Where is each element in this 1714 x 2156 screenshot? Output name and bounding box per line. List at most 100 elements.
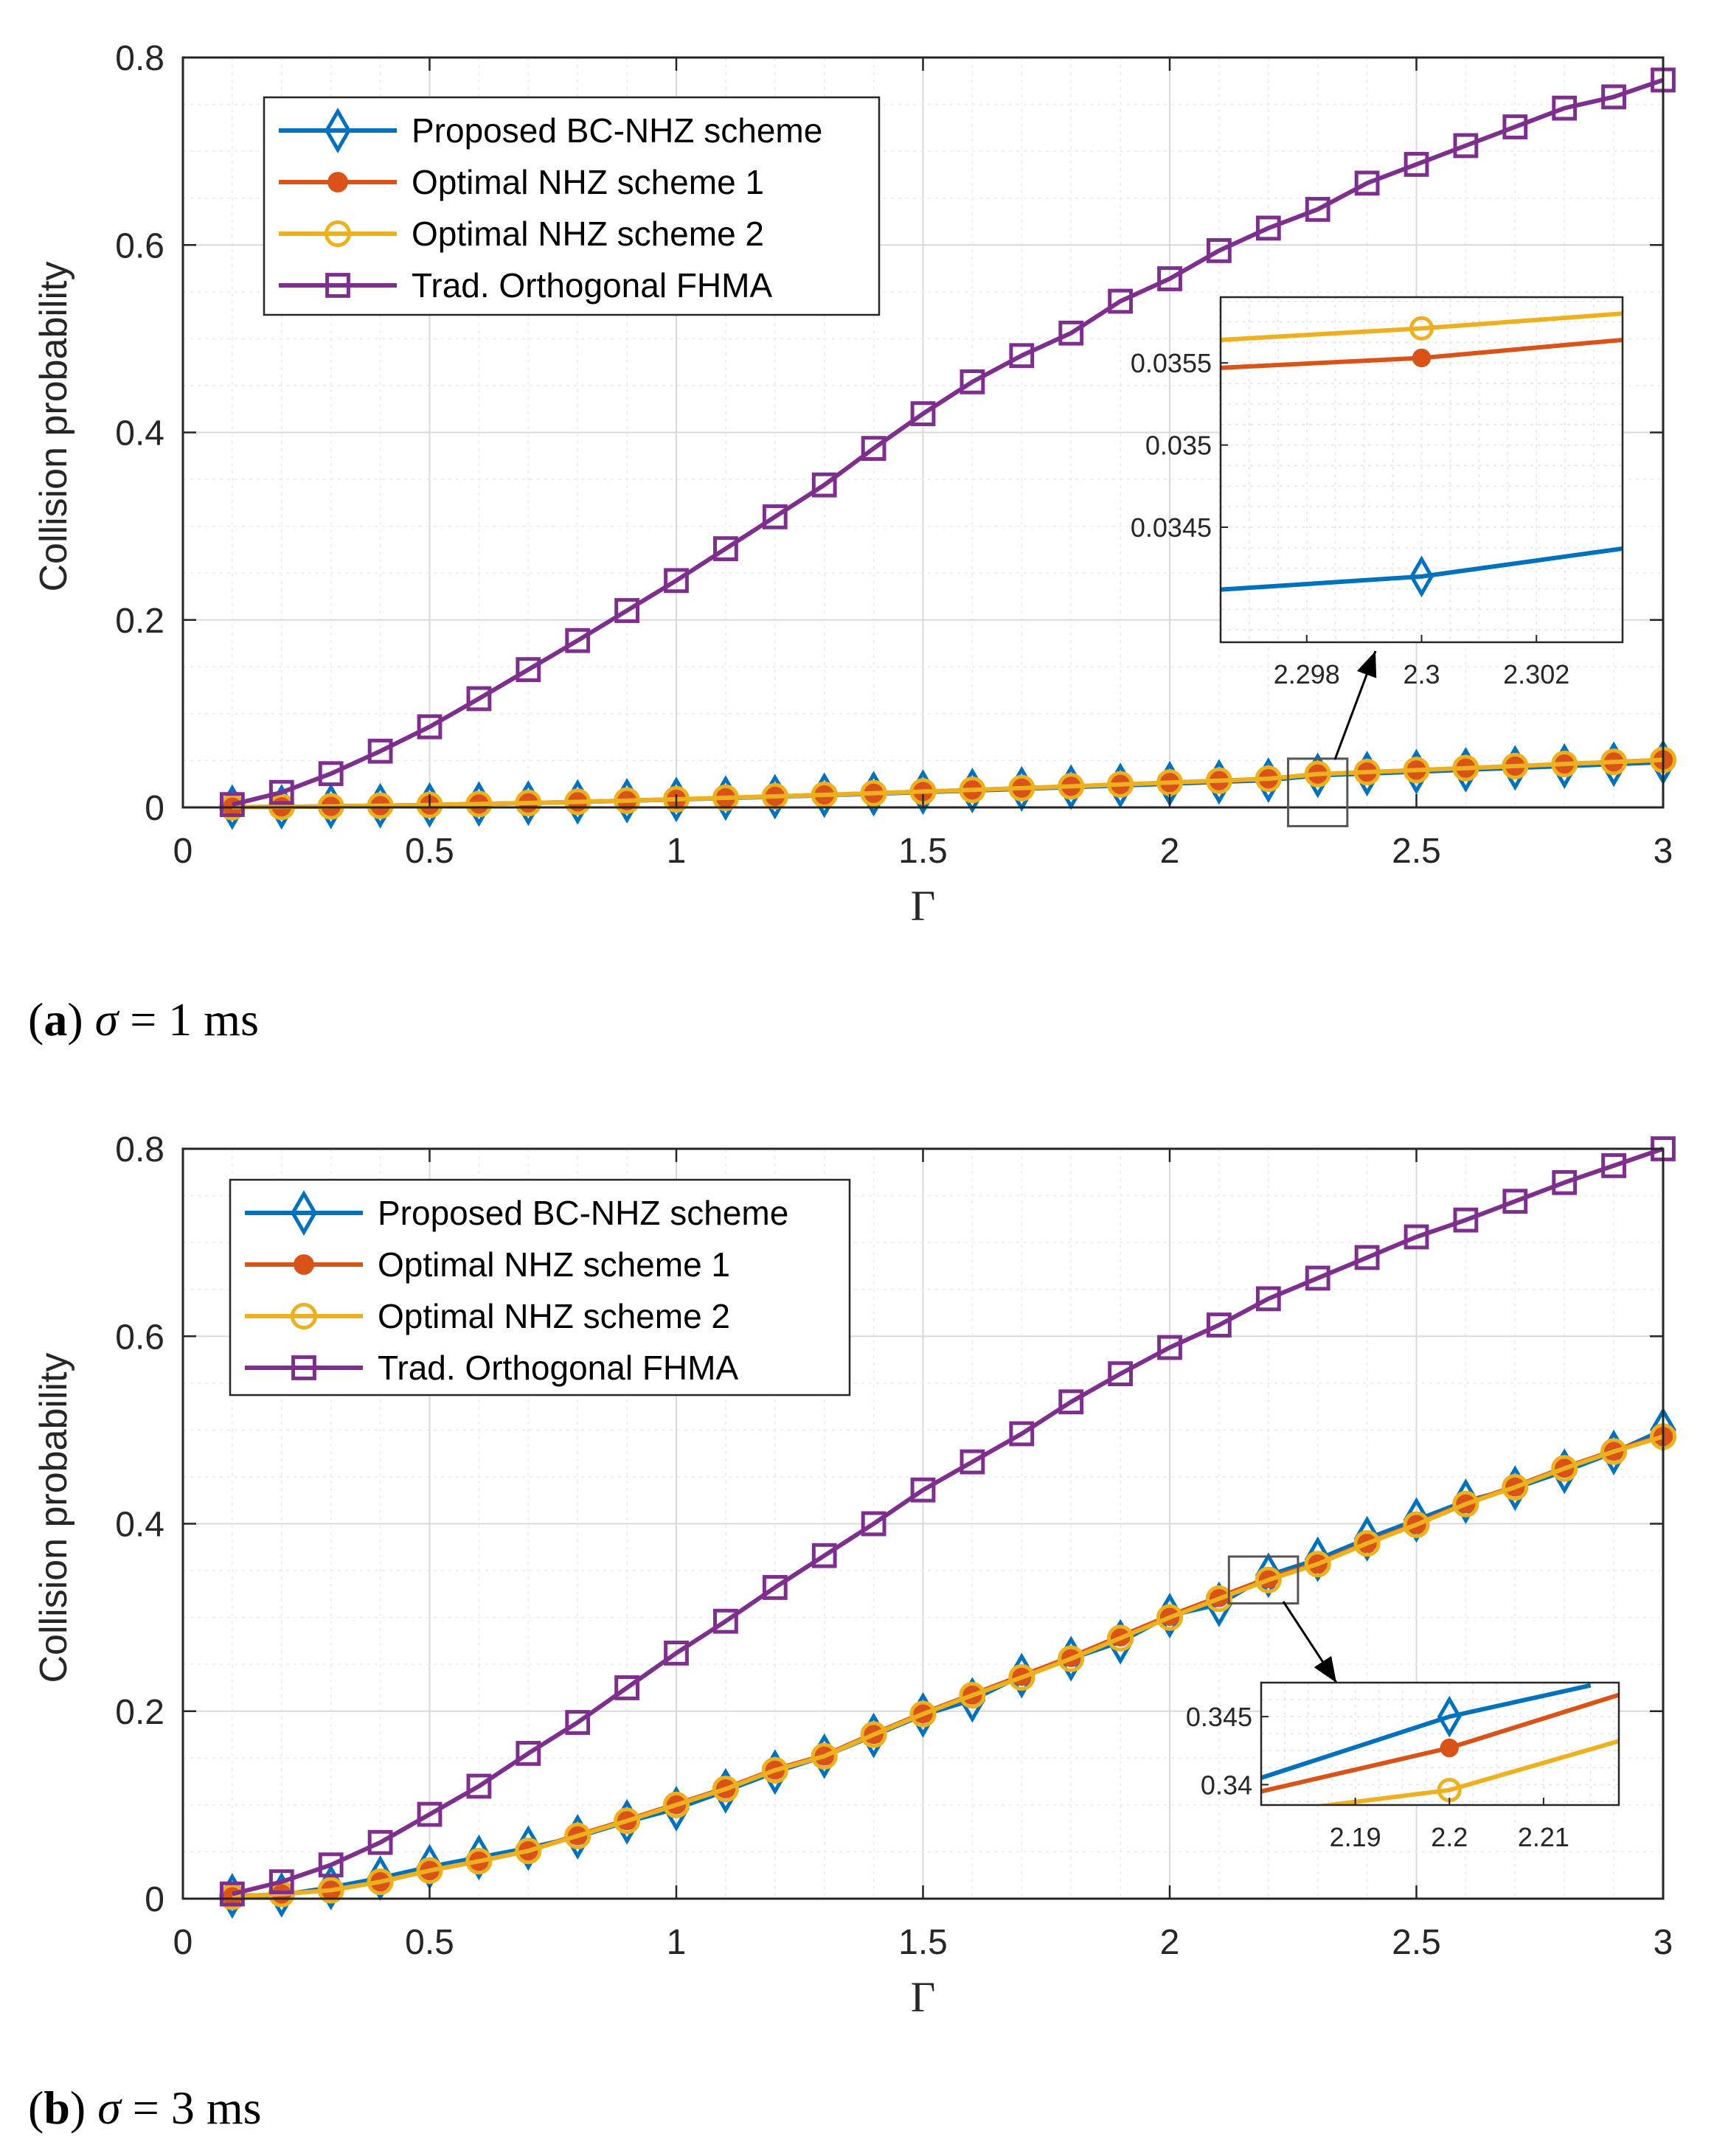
data-point xyxy=(1551,1455,1578,1482)
data-point xyxy=(367,738,393,764)
data-point xyxy=(1354,1245,1380,1270)
data-point xyxy=(1404,1224,1429,1250)
data-point xyxy=(1255,1566,1282,1593)
data-point xyxy=(1502,114,1528,139)
legend-label: Optimal NHZ scheme 2 xyxy=(378,1297,730,1335)
y-tick-label: 0.2 xyxy=(115,602,164,641)
data-point xyxy=(1502,1473,1529,1501)
caption-value: = 1 ms xyxy=(118,993,259,1046)
legend-label: Trad. Orthogonal FHMA xyxy=(412,266,772,305)
data-point xyxy=(811,472,837,498)
legend-label: Optimal NHZ scheme 1 xyxy=(412,163,764,201)
inset-y-tick-label: 0.0355 xyxy=(1131,348,1212,378)
data-point xyxy=(416,1857,443,1884)
x-tick-label: 2.5 xyxy=(1392,832,1441,871)
data-point xyxy=(1353,758,1381,786)
y-tick-label: 0 xyxy=(145,789,164,828)
data-point xyxy=(515,789,542,817)
data-point xyxy=(1255,765,1282,793)
data-point xyxy=(466,686,492,712)
data-point xyxy=(614,598,640,623)
panel-caption: (b) σ = 3 ms xyxy=(28,2082,262,2134)
data-point xyxy=(367,1868,394,1896)
legend-label: Trad. Orthogonal FHMA xyxy=(378,1349,738,1387)
data-point xyxy=(712,784,740,812)
inset-y-tick-label: 0.34 xyxy=(1201,1770,1252,1800)
inset-data-point xyxy=(1437,1695,1462,1738)
x-tick-label: 3 xyxy=(1654,832,1673,871)
inset-x-tick-label: 2.2 xyxy=(1431,1822,1468,1852)
data-point xyxy=(268,779,294,805)
data-point xyxy=(516,1741,541,1766)
x-axis-label: Γ xyxy=(911,1973,936,2021)
data-point xyxy=(1207,237,1232,263)
series-group xyxy=(218,67,1677,830)
data-point xyxy=(1502,1189,1528,1214)
data-point xyxy=(1107,1624,1134,1652)
data-point xyxy=(861,436,887,462)
data-point xyxy=(1601,84,1626,110)
data-point xyxy=(664,568,689,594)
data-point xyxy=(367,1829,393,1855)
inset: 2.19 2.2 2.21 0.34 0.345 xyxy=(1186,1681,1620,1852)
panel-a: 0 0.5 1 1.5 2 2.5 3 0 0.2 0.4 0.6 0.8 Γ Collision pro… xyxy=(28,39,1677,1046)
data-point xyxy=(713,536,738,562)
legend-marker xyxy=(325,273,350,298)
data-point xyxy=(761,1756,788,1784)
data-point xyxy=(811,1543,837,1568)
data-point xyxy=(762,1575,788,1600)
series-trad-orthogonal-fhma xyxy=(220,67,1676,818)
data-point xyxy=(1009,343,1035,369)
data-point xyxy=(1108,288,1133,314)
data-point xyxy=(1156,1604,1184,1631)
data-point xyxy=(1305,1265,1330,1291)
data-point xyxy=(1108,1361,1133,1386)
data-point xyxy=(564,1822,591,1849)
data-point xyxy=(664,1641,689,1666)
data-point xyxy=(1009,1421,1035,1447)
legend-label: Optimal NHZ scheme 2 xyxy=(412,215,764,253)
zoom-arrow xyxy=(1333,650,1377,760)
ticks: 0 0.5 1 1.5 2 2.5 3 0 0.2 0.4 0.6 0.8 xyxy=(115,39,1673,871)
legend-entry-optimal-nhz-scheme-1: Optimal NHZ scheme 1 xyxy=(245,1245,730,1284)
data-point xyxy=(1600,1438,1628,1465)
inset-data-point xyxy=(1409,555,1434,598)
data-point xyxy=(1452,1490,1479,1517)
data-point xyxy=(515,1837,542,1865)
data-point xyxy=(614,787,641,814)
legend: Proposed BC-NHZ scheme Optimal NHZ scheme… xyxy=(229,1178,851,1397)
data-point xyxy=(417,1801,443,1827)
inset-data-point xyxy=(1409,316,1434,341)
inset-data-point xyxy=(1440,1738,1459,1758)
data-point xyxy=(1207,1312,1232,1338)
y-tick-label: 0 xyxy=(145,1880,164,1919)
data-point xyxy=(1008,774,1035,801)
data-point xyxy=(317,1877,344,1904)
panel-b: 0 0.5 1 1.5 2 2.5 3 0 0.2 0.4 0.6 0.8 Γ Collision pro… xyxy=(28,1130,1677,2134)
inset-y-tick-label: 0.345 xyxy=(1186,1702,1252,1732)
legend-entry-proposed-bc-nhz-scheme: Proposed BC-NHZ scheme xyxy=(245,1189,788,1237)
inset-y-tick-label: 0.035 xyxy=(1145,431,1212,461)
data-point xyxy=(1304,1551,1331,1578)
data-point xyxy=(318,1852,344,1878)
data-point xyxy=(417,714,443,740)
data-point xyxy=(1353,1530,1381,1557)
data-point xyxy=(1305,197,1330,222)
caption-letter: b xyxy=(44,2082,70,2134)
data-point xyxy=(662,785,690,813)
x-tick-label: 2 xyxy=(1160,1923,1180,1962)
inset-series xyxy=(1221,311,1623,598)
inset-x-tick-label: 2.21 xyxy=(1518,1822,1569,1852)
data-point xyxy=(466,1773,492,1799)
data-point xyxy=(565,627,591,653)
data-point xyxy=(811,1742,838,1770)
x-tick-label: 0.5 xyxy=(405,832,454,871)
legend-box xyxy=(229,1178,851,1397)
x-tick-label: 0 xyxy=(173,1923,193,1962)
data-point xyxy=(1205,1585,1233,1613)
data-point xyxy=(465,790,493,818)
data-point xyxy=(861,1511,887,1537)
data-point xyxy=(1502,752,1529,780)
y-tick-label: 0.2 xyxy=(115,1693,164,1732)
y-axis-label: Collision probability xyxy=(32,1353,75,1683)
